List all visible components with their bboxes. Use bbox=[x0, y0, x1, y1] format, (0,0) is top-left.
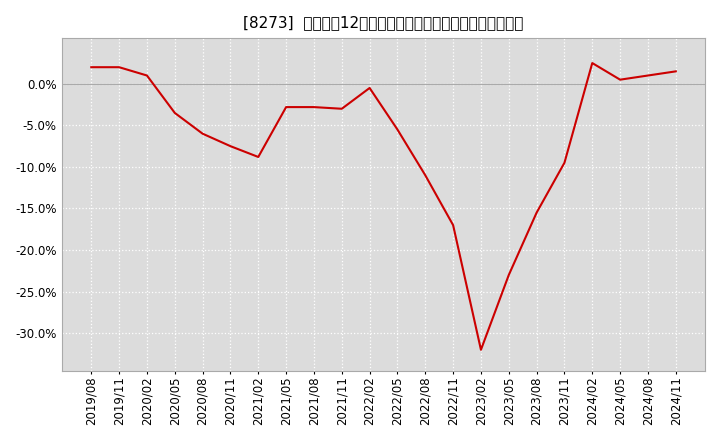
Title: [8273]  売上高の12か月移動合計の対前年同期増減率の推移: [8273] 売上高の12か月移動合計の対前年同期増減率の推移 bbox=[243, 15, 523, 30]
